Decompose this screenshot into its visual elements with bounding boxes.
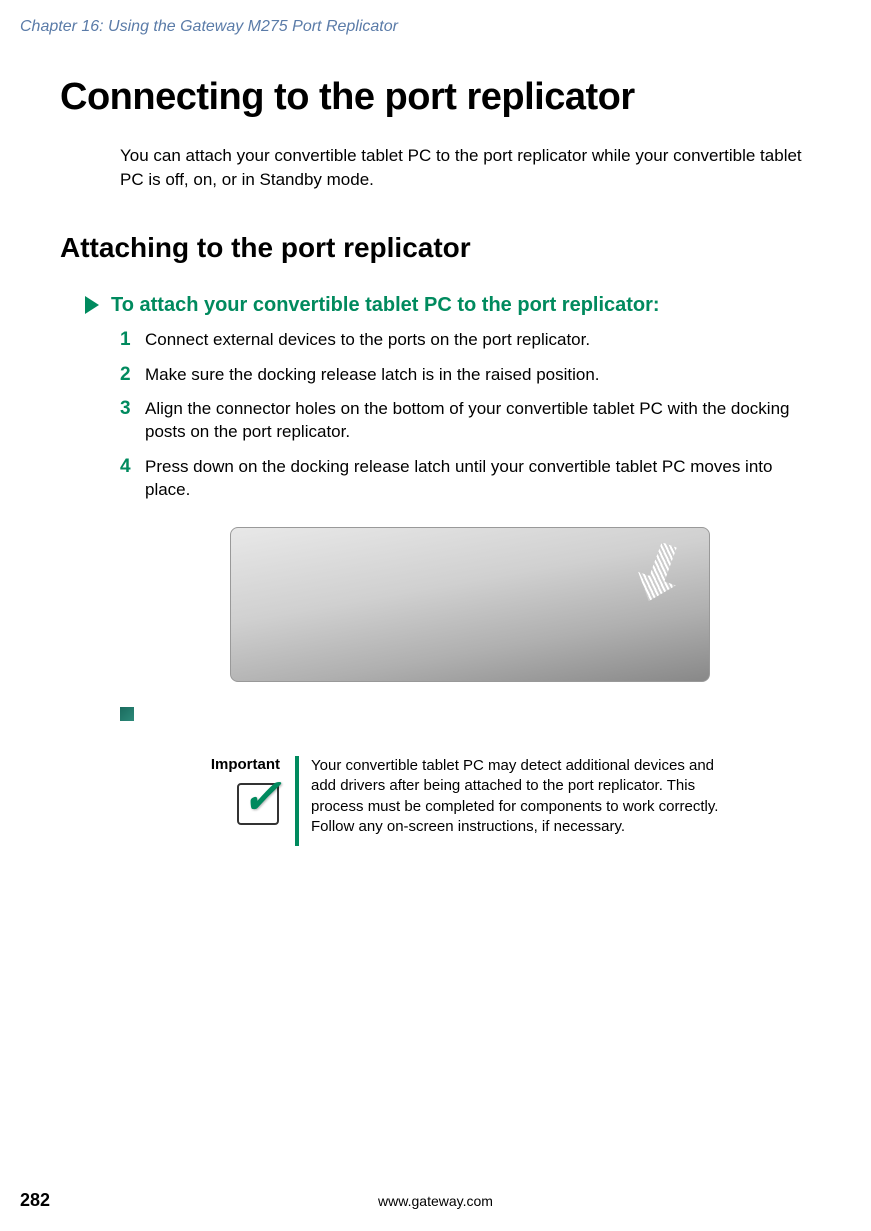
instruction-title: To attach your convertible tablet PC to … — [111, 294, 660, 317]
important-callout: Important Your convertible tablet PC may… — [180, 756, 740, 846]
end-marker-icon — [120, 707, 134, 721]
step-text: Connect external devices to the ports on… — [145, 329, 590, 352]
section-title: Attaching to the port replicator — [0, 192, 871, 264]
step-number: 4 — [120, 456, 135, 478]
page-title: Connecting to the port replicator — [0, 36, 871, 119]
step-text: Align the connector holes on the bottom … — [145, 398, 811, 444]
step-3: 3 Align the connector holes on the botto… — [0, 386, 871, 444]
page-footer: 282 www.gateway.com — [0, 1190, 871, 1211]
chapter-header: Chapter 16: Using the Gateway M275 Port … — [0, 0, 871, 36]
step-text: Press down on the docking release latch … — [145, 456, 811, 502]
step-1: 1 Connect external devices to the ports … — [0, 317, 871, 352]
instruction-heading: To attach your convertible tablet PC to … — [0, 264, 871, 317]
step-text: Make sure the docking release latch is i… — [145, 364, 600, 387]
chapter-text: Chapter 16: Using the Gateway M275 Port … — [20, 18, 398, 35]
play-icon — [85, 296, 99, 314]
port-replicator-image — [230, 527, 710, 682]
step-4: 4 Press down on the docking release latc… — [0, 444, 871, 502]
step-2: 2 Make sure the docking release latch is… — [0, 352, 871, 387]
footer-url: www.gateway.com — [378, 1193, 493, 1209]
important-text: Your convertible tablet PC may detect ad… — [299, 756, 740, 846]
step-number: 2 — [120, 364, 135, 386]
step-number: 3 — [120, 398, 135, 420]
page-number: 282 — [0, 1190, 50, 1211]
step-number: 1 — [120, 329, 135, 351]
checkmark-icon — [235, 781, 280, 826]
intro-paragraph: You can attach your convertible tablet P… — [0, 119, 871, 192]
important-label-column: Important — [180, 756, 295, 846]
